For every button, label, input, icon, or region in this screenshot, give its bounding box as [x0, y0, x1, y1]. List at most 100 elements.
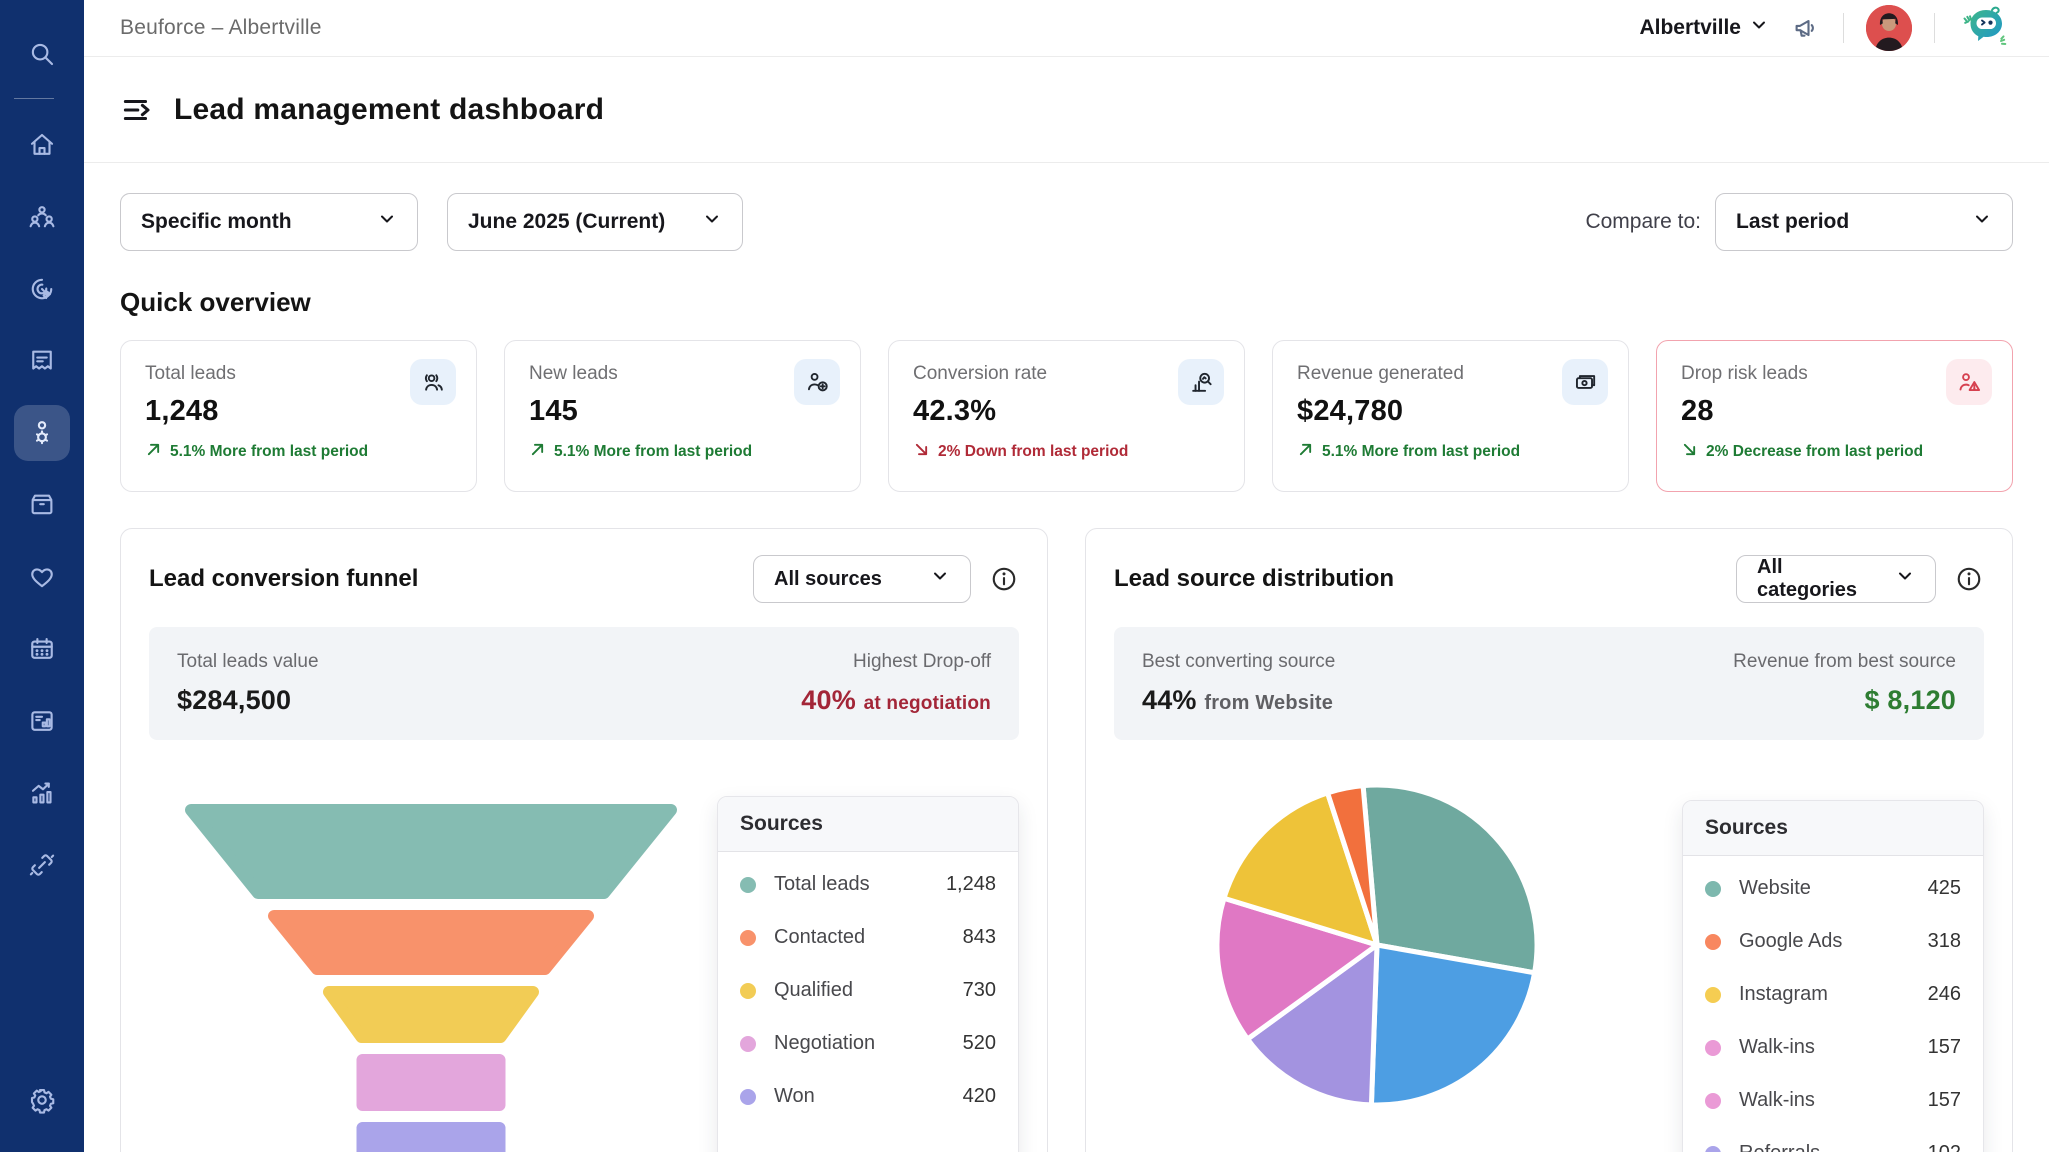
sidebar-item-person-gear[interactable]	[14, 405, 70, 461]
info-icon[interactable]	[1954, 564, 1984, 594]
arrow-up-right-icon	[1297, 441, 1314, 463]
legend-dot	[1705, 1040, 1721, 1056]
sidebar-item-notes[interactable]	[14, 333, 70, 389]
best-source-value: 44% from Website	[1142, 685, 1335, 716]
megaphone-icon[interactable]	[1791, 13, 1821, 43]
categories-value: All categories	[1757, 556, 1881, 602]
title-row: Lead management dashboard	[84, 57, 2049, 163]
sidebar-item-report[interactable]	[14, 693, 70, 749]
sidebar-item-calendar[interactable]	[14, 621, 70, 677]
funnel-legend: SourcesTotal leads1,248Contacted843Quali…	[717, 796, 1019, 1152]
sidebar-item-home[interactable]	[14, 117, 70, 173]
sidebar-item-target[interactable]	[14, 261, 70, 317]
legend-dot	[740, 1089, 756, 1105]
legend-value: 102	[1928, 1142, 1961, 1152]
legend-title: Sources	[718, 797, 1018, 852]
funnel-panel-title: Lead conversion funnel	[149, 565, 418, 593]
assistant-mascot-icon[interactable]	[1957, 5, 2013, 51]
arrow-up-right-icon	[145, 441, 162, 463]
legend-dot	[1705, 987, 1721, 1003]
topbar-divider	[1843, 13, 1844, 43]
sidebar-item-trend[interactable]	[14, 765, 70, 821]
sidebar-item-dumbbell[interactable]	[14, 837, 70, 893]
source-panel-controls: All categories	[1736, 555, 1984, 603]
kpi-title: Conversion rate	[913, 363, 1220, 385]
month-mode-select[interactable]: Specific month	[120, 193, 418, 251]
sidebar-item-team[interactable]	[14, 189, 70, 245]
legend-value: 420	[963, 1085, 996, 1108]
legend-rows: Website425Google Ads318Instagram246Walk-…	[1683, 856, 1983, 1152]
compare-select[interactable]: Last period	[1715, 193, 2013, 251]
kpi-value: 42.3%	[913, 395, 1220, 428]
month-value-select[interactable]: June 2025 (Current)	[447, 193, 743, 251]
chevron-down-icon	[1749, 15, 1769, 41]
funnel-chart	[181, 800, 681, 1152]
arrow-up-right-icon	[529, 441, 546, 463]
categories-select[interactable]: All categories	[1736, 555, 1936, 603]
kpi-card-new-leads: New leads1455.1% More from last period	[504, 340, 861, 492]
info-icon[interactable]	[989, 564, 1019, 594]
legend-label: Referrals	[1739, 1142, 1820, 1152]
kpi-value: $24,780	[1297, 395, 1604, 428]
legend-value: 730	[963, 979, 996, 1002]
sidebar-item-box[interactable]	[14, 477, 70, 533]
topbar-right: Albertville	[1639, 5, 2013, 51]
legend-value: 157	[1928, 1089, 1961, 1112]
legend-row: Qualified730	[718, 964, 1018, 1017]
legend-label: Negotiation	[774, 1032, 875, 1055]
source-summary: Best converting source 44% from Website …	[1114, 627, 1984, 740]
legend-value: 157	[1928, 1036, 1961, 1059]
compare-label: Compare to:	[1585, 210, 1701, 234]
source-body: SourcesWebsite425Google Ads318Instagram2…	[1114, 768, 1984, 1152]
kpi-card-conversion-rate: Conversion rate42.3%2% Down from last pe…	[888, 340, 1245, 492]
quick-overview-heading: Quick overview	[120, 287, 2013, 318]
kpi-value: 1,248	[145, 395, 452, 428]
sidebar-item-heart[interactable]	[14, 549, 70, 605]
location-selector[interactable]: Albertville	[1639, 15, 1769, 41]
main-area: Beuforce – Albertville Albertville Lead …	[84, 0, 2049, 1152]
chevron-down-icon	[702, 209, 722, 235]
kpi-title: New leads	[529, 363, 836, 385]
legend-value: 318	[1928, 930, 1961, 953]
chevron-down-icon	[1895, 566, 1915, 592]
legend-label: Contacted	[774, 926, 865, 949]
kpi-value: 145	[529, 395, 836, 428]
topbar: Beuforce – Albertville Albertville	[84, 0, 2049, 57]
legend-row: Negotiation520	[718, 1017, 1018, 1070]
legend-row: Won420	[718, 1070, 1018, 1123]
legend-row: Walk-ins 157	[1683, 1021, 1983, 1074]
funnel-stage-won	[363, 1128, 500, 1152]
funnel-panel: Lead conversion funnel All sources Total…	[120, 528, 1048, 1152]
funnel-panel-head: Lead conversion funnel All sources	[149, 555, 1019, 603]
legend-dot	[740, 877, 756, 893]
funnel-stage-qualified	[329, 992, 533, 1037]
collapse-sidebar-icon[interactable]	[120, 93, 154, 127]
location-label: Albertville	[1639, 16, 1741, 40]
month-mode-value: Specific month	[141, 210, 292, 234]
legend-label: Total leads	[774, 873, 870, 896]
sidebar	[0, 0, 84, 1152]
funnel-sources-select[interactable]: All sources	[753, 555, 971, 603]
kpi-title: Revenue generated	[1297, 363, 1604, 385]
legend-label: Instagram	[1739, 983, 1828, 1006]
compare-wrap: Compare to: Last period	[1585, 193, 2013, 251]
compare-value: Last period	[1736, 210, 1849, 234]
best-source-label: Best converting source	[1142, 651, 1335, 673]
legend-dot	[1705, 1146, 1721, 1152]
funnel-panel-controls: All sources	[753, 555, 1019, 603]
best-source-block: Best converting source 44% from Website	[1142, 651, 1335, 716]
user-avatar[interactable]	[1866, 5, 1912, 51]
legend-dot	[740, 983, 756, 999]
arrow-down-right-icon	[1681, 441, 1698, 463]
source-panel: Lead source distribution All categories …	[1085, 528, 2013, 1152]
legend-label: Walk-ins	[1739, 1036, 1815, 1059]
legend-row: Google Ads318	[1683, 915, 1983, 968]
legend-value: 1,248	[946, 873, 996, 896]
sidebar-item-settings[interactable]	[14, 1072, 70, 1128]
dropoff-label: Highest Drop-off	[801, 651, 991, 673]
pie-legend: SourcesWebsite425Google Ads318Instagram2…	[1682, 800, 1984, 1152]
sidebar-item-search[interactable]	[14, 26, 70, 82]
kpi-value: 28	[1681, 395, 1988, 428]
kpi-card-drop-risk-leads: Drop risk leads282% Decrease from last p…	[1656, 340, 2013, 492]
funnel-stage-total-leads	[191, 810, 671, 893]
